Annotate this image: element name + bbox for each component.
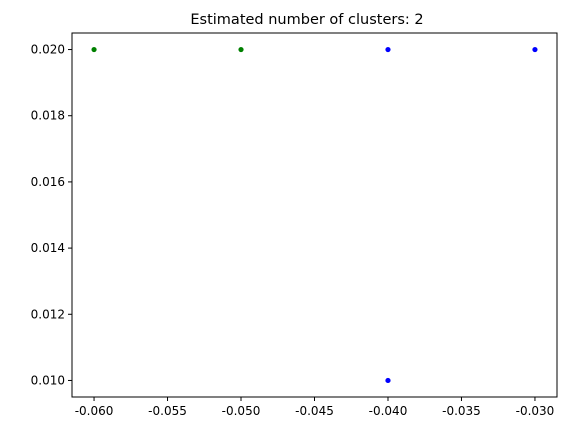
y-tick-label: 0.016 bbox=[31, 175, 65, 189]
x-axis: -0.060 -0.055 -0.050 -0.045 -0.040 -0.035 -0.0… bbox=[75, 397, 555, 418]
x-tick-label: -0.035 bbox=[442, 404, 481, 418]
plot-area bbox=[71, 32, 558, 398]
x-tick-label: -0.055 bbox=[148, 404, 187, 418]
y-tick-label: 0.018 bbox=[31, 109, 65, 123]
data-point bbox=[385, 46, 391, 53]
x-tick-label: -0.060 bbox=[75, 404, 114, 418]
x-tick-label: -0.030 bbox=[516, 404, 555, 418]
y-axis: 0.010 0.012 0.014 0.016 0.018 0.020 bbox=[31, 43, 72, 387]
x-tick-label: -0.040 bbox=[369, 404, 408, 418]
y-tick-label: 0.012 bbox=[31, 307, 65, 321]
x-tick-label: -0.050 bbox=[222, 404, 261, 418]
data-point bbox=[238, 46, 244, 53]
y-tick-label: 0.010 bbox=[31, 373, 65, 387]
chart-title: Estimated number of clusters: 2 bbox=[190, 12, 423, 28]
data-point bbox=[532, 46, 538, 53]
y-tick-label: 0.014 bbox=[31, 241, 65, 255]
data-point bbox=[385, 377, 391, 384]
y-tick-label: 0.020 bbox=[31, 43, 65, 57]
data-points bbox=[91, 46, 538, 384]
x-tick-label: -0.045 bbox=[295, 404, 334, 418]
data-point bbox=[91, 46, 97, 53]
